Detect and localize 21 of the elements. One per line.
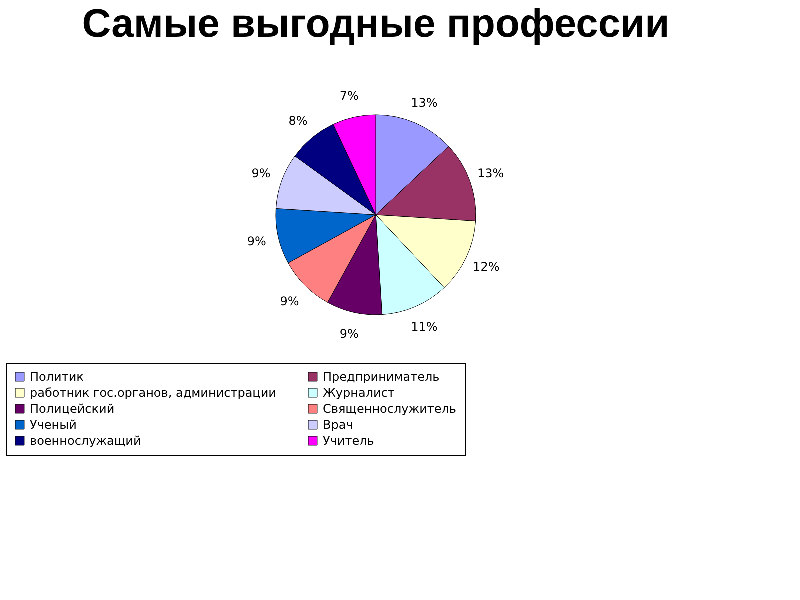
- data-label: 7%: [340, 88, 359, 103]
- data-label: 9%: [247, 234, 266, 249]
- data-label: 9%: [252, 166, 271, 181]
- data-label: 9%: [280, 294, 300, 308]
- legend-label: работник гос.органов, администрации: [30, 386, 276, 400]
- legend-label: Предприниматель: [323, 370, 440, 384]
- data-label: 13%: [477, 166, 504, 181]
- legend-label: Учитель: [323, 434, 374, 448]
- chart-title: Самые выгодные профессии: [82, 2, 670, 46]
- legend-label: Политик: [30, 370, 84, 384]
- data-label: 11%: [411, 320, 438, 334]
- data-label: 8%: [288, 114, 308, 128]
- data-label: 9%: [340, 327, 359, 342]
- legend-label: Полицейский: [30, 402, 115, 416]
- legend-label: военнослужащий: [30, 434, 142, 448]
- legend-label: Священнослужитель: [323, 402, 456, 416]
- legend-label: Журналист: [323, 386, 395, 400]
- legend-label: Врач: [323, 418, 354, 432]
- legend-label: Ученый: [30, 418, 77, 432]
- data-label: 13%: [411, 96, 438, 110]
- data-label: 12%: [473, 260, 500, 274]
